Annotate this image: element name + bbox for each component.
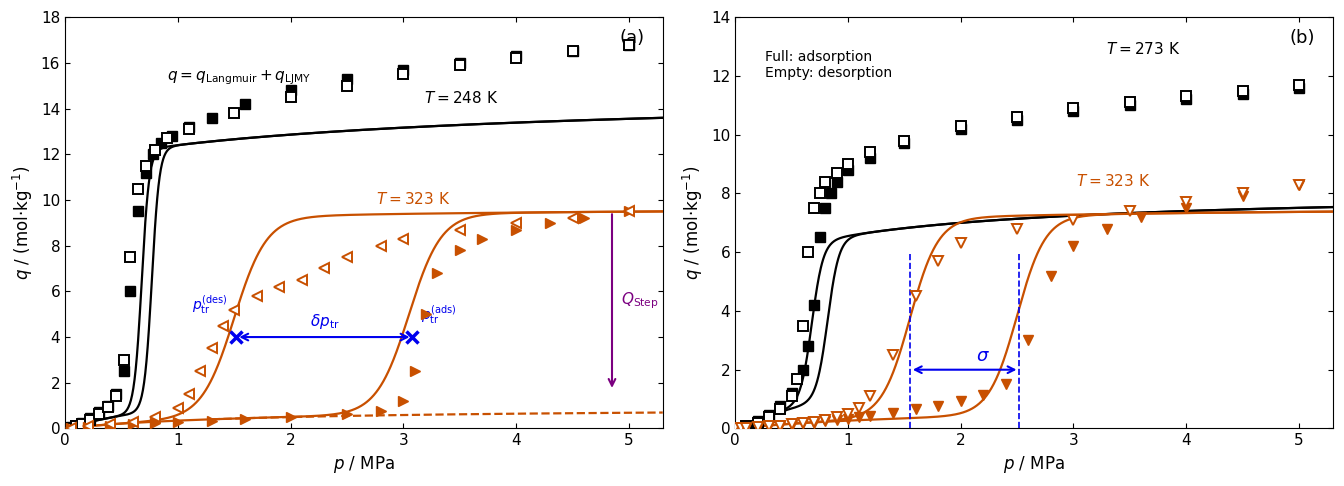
Text: $T = 323\ \rm K$: $T = 323\ \rm K$ — [1075, 173, 1150, 189]
X-axis label: $p$ / MPa: $p$ / MPa — [333, 454, 395, 475]
Y-axis label: $q$ / (mol·kg$^{-1}$): $q$ / (mol·kg$^{-1}$) — [681, 166, 706, 280]
Text: (a): (a) — [620, 30, 645, 48]
Text: $q = q_{\rm Langmuir} + q_{\rm LJMY}$: $q = q_{\rm Langmuir} + q_{\rm LJMY}$ — [167, 69, 310, 87]
Text: $\sigma$: $\sigma$ — [976, 347, 989, 365]
Text: $p_{\rm tr}^{\rm (ads)}$: $p_{\rm tr}^{\rm (ads)}$ — [422, 303, 457, 326]
Text: $T = 273\ \rm K$: $T = 273\ \rm K$ — [1106, 41, 1180, 57]
Text: $p_{\rm tr}^{\rm (des)}$: $p_{\rm tr}^{\rm (des)}$ — [192, 294, 227, 316]
Text: $Q_{\rm Step}$: $Q_{\rm Step}$ — [621, 291, 659, 312]
Text: (b): (b) — [1289, 30, 1314, 48]
Y-axis label: $q$ / (mol·kg$^{-1}$): $q$ / (mol·kg$^{-1}$) — [11, 166, 35, 280]
Text: $T = 248\ \rm K$: $T = 248\ \rm K$ — [423, 90, 499, 106]
Text: $T = 323\ \rm K$: $T = 323\ \rm K$ — [376, 191, 450, 208]
Text: $\delta p_{\rm tr}$: $\delta p_{\rm tr}$ — [309, 312, 339, 331]
X-axis label: $p$ / MPa: $p$ / MPa — [1003, 454, 1064, 475]
Text: Full: adsorption
Empty: desorption: Full: adsorption Empty: desorption — [765, 50, 892, 80]
